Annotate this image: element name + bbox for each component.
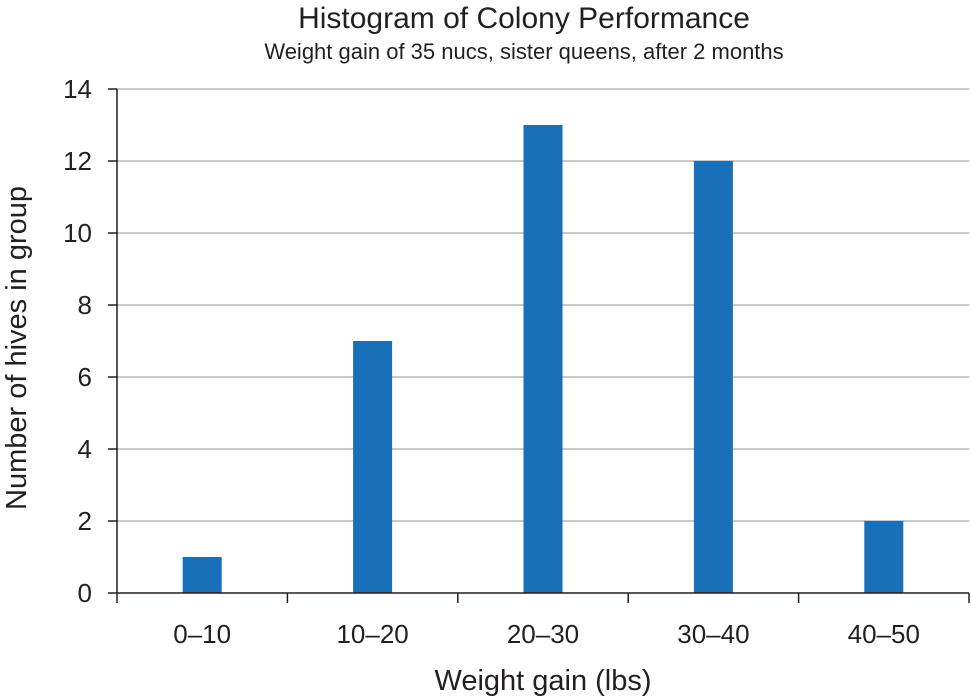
y-tick-label: 6 [78,362,92,392]
bar [864,521,904,593]
x-tick-label: 10–20 [336,619,408,649]
y-tick-label: 8 [78,290,92,320]
x-tick-label: 40–50 [848,619,920,649]
y-tick-label: 10 [63,218,92,248]
x-tick-label: 30–40 [677,619,749,649]
axes [108,88,970,603]
y-tick-label: 2 [78,506,92,536]
y-axis-label: Number of hives in group [1,186,33,510]
x-tick-label: 0–10 [173,619,231,649]
bar [353,341,393,593]
chart-title: Histogram of Colony Performance [298,2,750,35]
y-tick-label: 12 [63,146,92,176]
bars [182,125,904,593]
x-axis-label: Weight gain (lbs) [434,665,651,697]
y-tick-label: 4 [78,434,92,464]
y-tick-labels: 0 2 4 6 8 10 12 14 [63,74,92,608]
x-tick-labels: 0–10 10–20 20–30 30–40 40–50 [173,619,920,649]
bar [523,125,563,593]
bar [693,161,733,593]
y-tick-label: 14 [63,74,92,104]
x-tick-label: 20–30 [507,619,579,649]
y-tick-label: 0 [78,578,92,608]
chart-subtitle: Weight gain of 35 nucs, sister queens, a… [264,39,783,64]
bar [182,557,222,593]
